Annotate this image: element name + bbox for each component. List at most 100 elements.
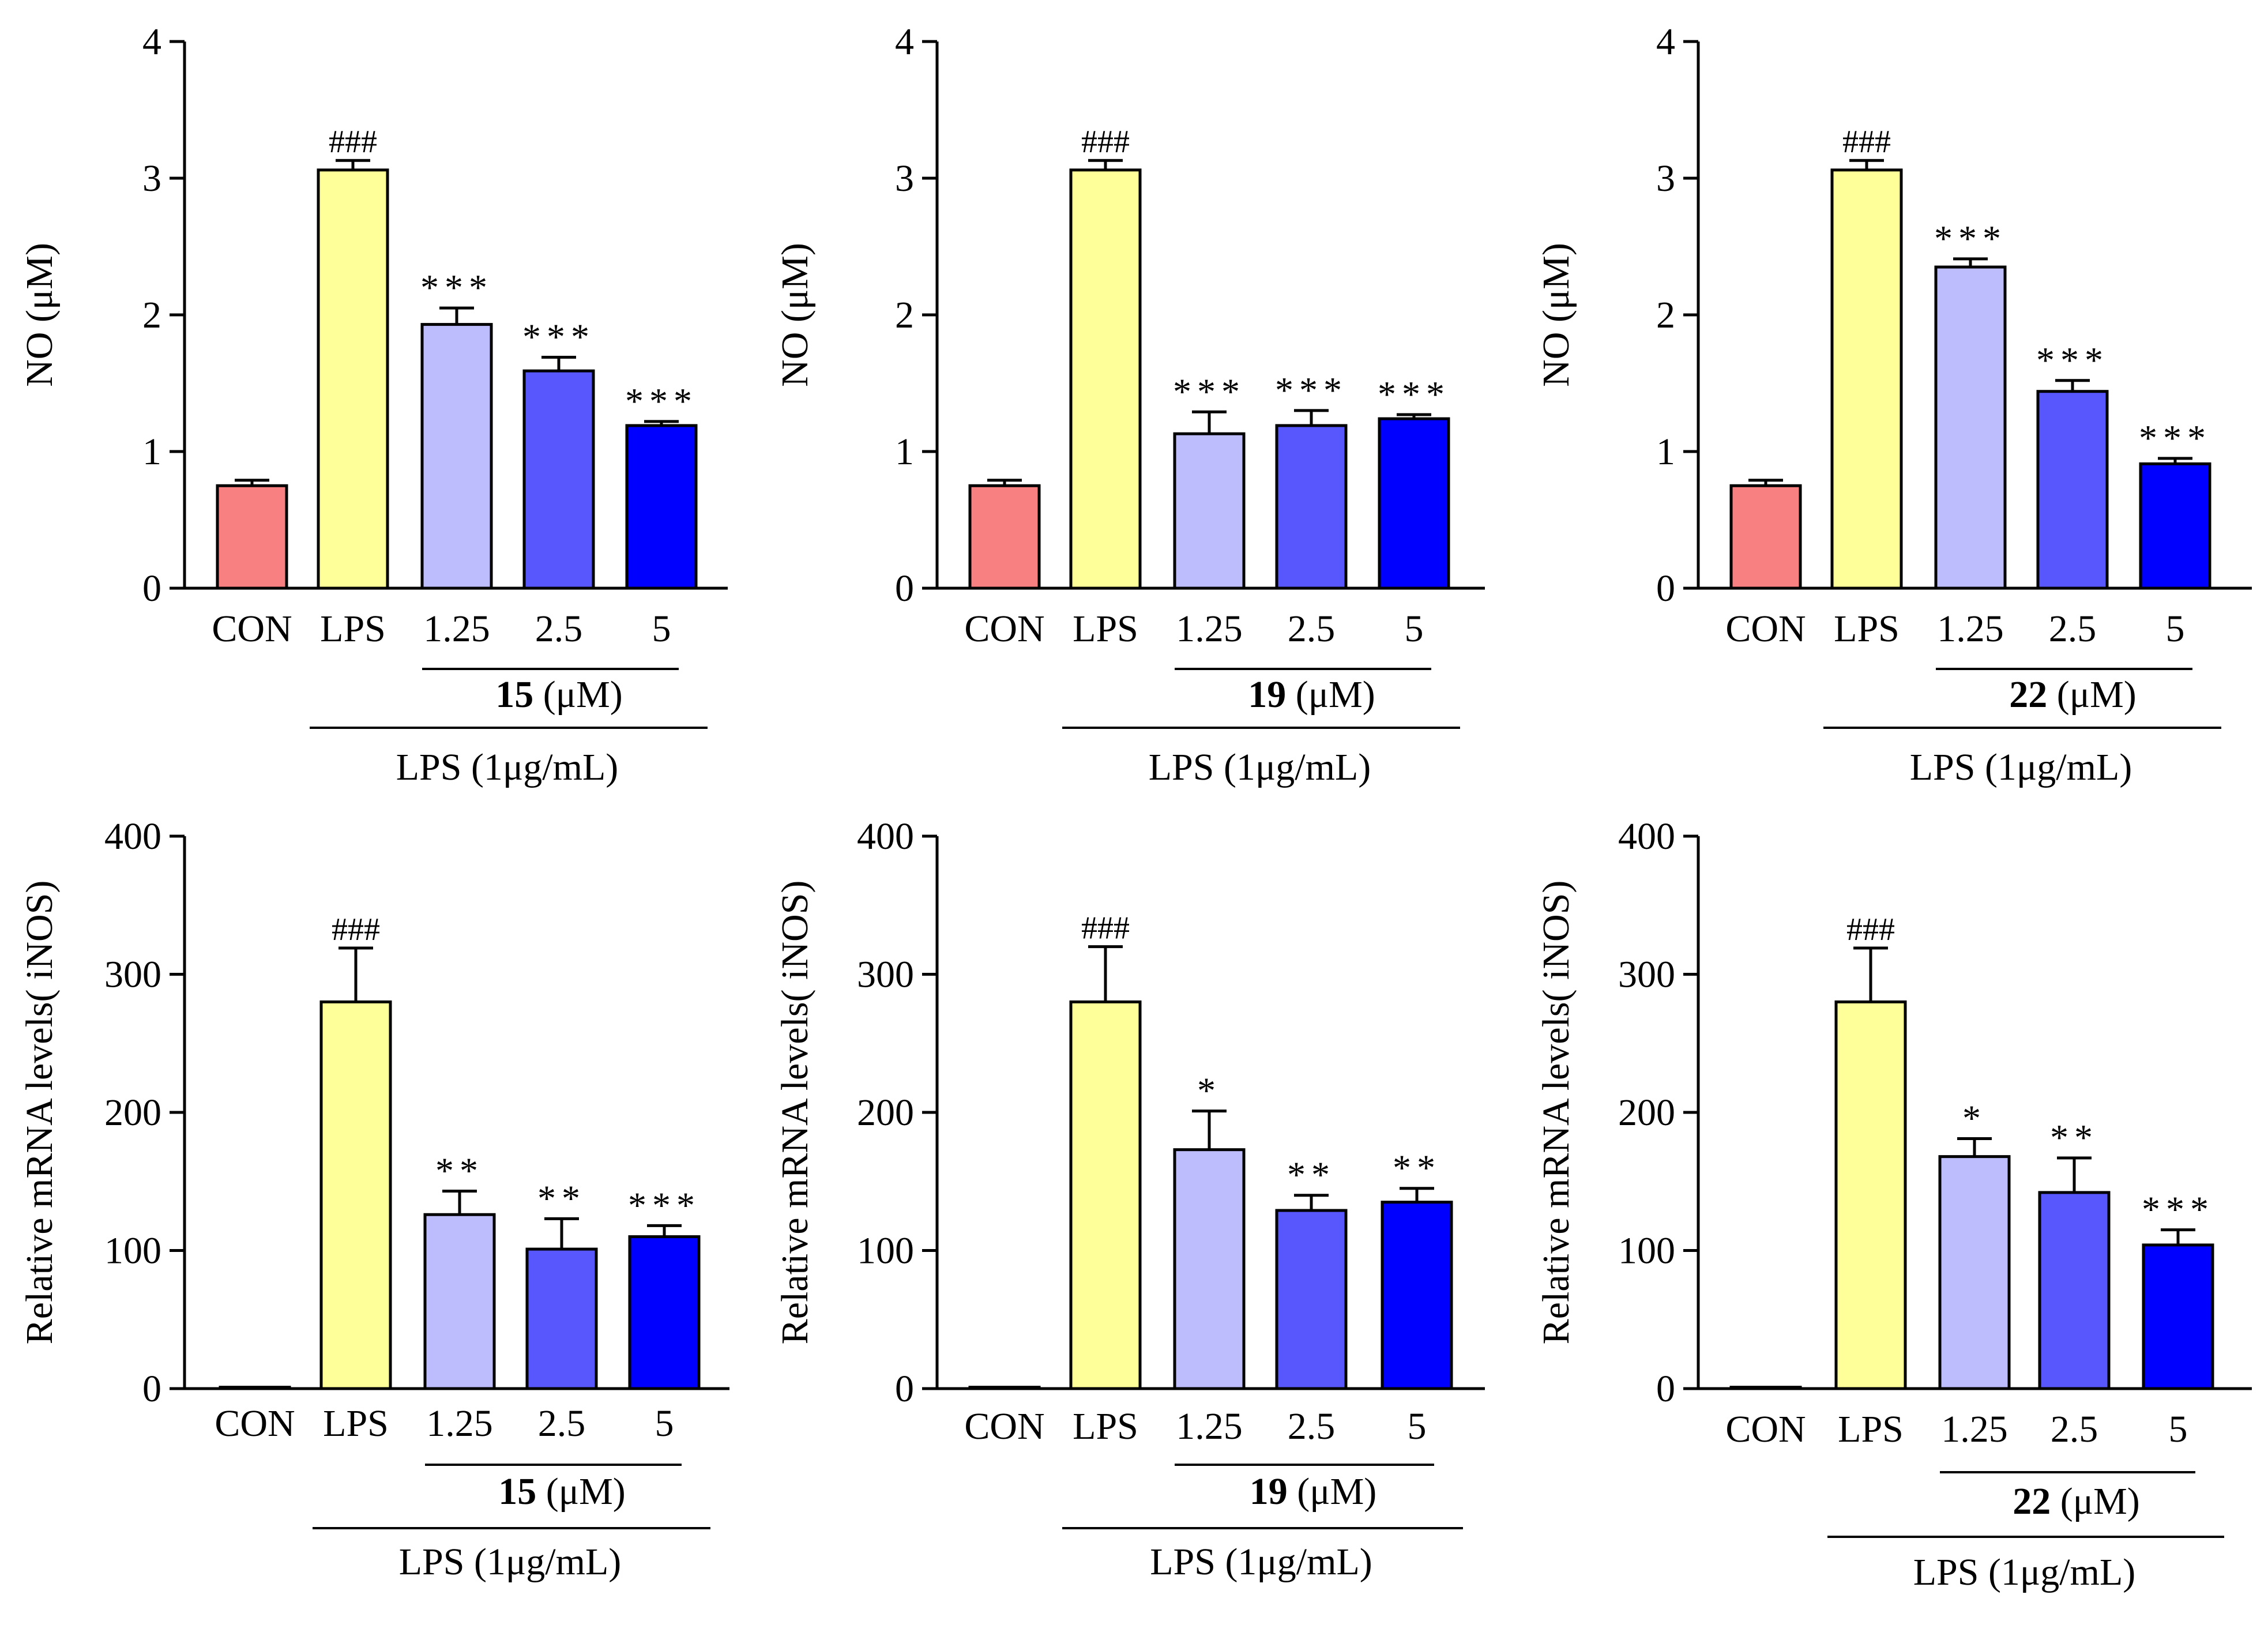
compound-number: 19 xyxy=(1250,1470,1288,1513)
y-axis-label: Relative mRNA levels( iNOS) xyxy=(18,881,61,1345)
y-tick-label: 1 xyxy=(1656,431,1675,473)
treatment-label: LPS (1μg/mL) xyxy=(1913,1551,2136,1593)
y-axis-label: NO (μM) xyxy=(774,243,816,387)
compound-label: 15 (μM) xyxy=(495,674,623,716)
x-tick-label: 1.25 xyxy=(1941,1408,2008,1450)
significance-label: ** xyxy=(435,1150,484,1191)
y-axis-label: NO (μM) xyxy=(1535,243,1577,387)
bar-CON xyxy=(216,484,288,590)
bar-LPS xyxy=(1834,1000,1907,1390)
significance-label: *** xyxy=(522,316,595,357)
significance-label: ** xyxy=(537,1178,586,1218)
x-tick-label: 1.25 xyxy=(1176,1405,1243,1447)
y-axis-label: Relative mRNA levels( iNOS) xyxy=(1535,881,1577,1345)
bar-1.25 xyxy=(1934,265,2007,590)
compound-label: 19 (μM) xyxy=(1248,674,1375,716)
compound-label: 22 (μM) xyxy=(2009,674,2137,716)
bar-LPS xyxy=(1069,1000,1142,1390)
compound-number: 15 xyxy=(495,674,533,716)
significance-label: ### xyxy=(1081,124,1130,160)
bar-CON xyxy=(1729,484,1802,590)
bar-LPS xyxy=(319,1000,392,1390)
compound-label: 19 (μM) xyxy=(1250,1470,1377,1513)
bar-2.5 xyxy=(2036,390,2109,590)
y-tick-label: 1 xyxy=(142,431,161,473)
x-tick-label: LPS xyxy=(1073,608,1138,650)
y-tick-label: 0 xyxy=(1656,1368,1675,1410)
x-tick-label: 1.25 xyxy=(1937,608,2004,650)
significance-label: *** xyxy=(1378,374,1450,415)
x-tick-label: CON xyxy=(964,1405,1044,1447)
x-tick-label: 1.25 xyxy=(1176,608,1243,650)
x-tick-label: 2.5 xyxy=(2051,1408,2098,1450)
y-tick-label: 200 xyxy=(104,1092,161,1134)
y-tick-label: 0 xyxy=(895,1368,914,1410)
treatment-label: LPS (1μg/mL) xyxy=(399,1541,622,1583)
bar-2.5 xyxy=(1275,424,1348,590)
significance-label: *** xyxy=(2139,418,2211,458)
compound-number: 15 xyxy=(498,1470,536,1513)
significance-label: ### xyxy=(1846,912,1895,947)
bar-5 xyxy=(1381,1201,1453,1390)
x-tick-label: 5 xyxy=(2166,608,2185,650)
significance-label: *** xyxy=(1275,370,1348,411)
treatment-label: LPS (1μg/mL) xyxy=(396,746,619,788)
bar-LPS xyxy=(317,168,389,590)
x-tick-label: 5 xyxy=(655,1402,674,1445)
y-tick-label: 4 xyxy=(895,21,914,63)
bar-2.5 xyxy=(522,369,595,590)
significance-label: * xyxy=(1197,1070,1221,1111)
x-tick-label: 2.5 xyxy=(2049,608,2097,650)
bar-2.5 xyxy=(1275,1209,1348,1390)
y-tick-label: 3 xyxy=(1656,157,1675,200)
bar-2.5 xyxy=(525,1247,598,1390)
x-tick-label: LPS xyxy=(323,1402,389,1445)
chart-panel-top-middle: ### *** *** *** 0 1 2 3 4 NO (μM) CON LPS 1.25 2.5 5 19… xyxy=(774,21,1485,788)
bar-1.25 xyxy=(423,1213,496,1390)
y-tick-label: 400 xyxy=(104,815,161,858)
significance-label: *** xyxy=(628,1184,701,1225)
bar-1.25 xyxy=(1173,1148,1246,1390)
y-tick-label: 4 xyxy=(1656,21,1675,63)
y-tick-label: 100 xyxy=(857,1230,914,1272)
significance-label: *** xyxy=(420,267,493,308)
bar-LPS xyxy=(1830,168,1903,590)
y-tick-label: 400 xyxy=(1618,815,1675,858)
significance-label: ### xyxy=(332,912,380,947)
bar-1.25 xyxy=(1938,1155,2011,1390)
compound-number: 19 xyxy=(1248,674,1286,716)
x-tick-label: 2.5 xyxy=(1288,608,1336,650)
x-tick-label: LPS xyxy=(1838,1408,1904,1450)
y-tick-label: 0 xyxy=(895,567,914,610)
y-tick-label: 4 xyxy=(142,21,161,63)
y-tick-label: 2 xyxy=(142,294,161,336)
bar-5 xyxy=(628,1235,701,1390)
y-tick-label: 1 xyxy=(895,431,914,473)
compound-unit: (μM) xyxy=(1288,1470,1377,1513)
significance-label: ### xyxy=(1842,124,1891,160)
x-tick-label: 1.25 xyxy=(423,608,490,650)
x-tick-label: 5 xyxy=(2169,1408,2188,1450)
y-tick-label: 300 xyxy=(104,954,161,996)
x-tick-label: 5 xyxy=(652,608,671,650)
x-tick-label: 1.25 xyxy=(426,1402,493,1445)
y-tick-label: 300 xyxy=(1618,954,1675,996)
y-tick-label: 300 xyxy=(857,954,914,996)
y-tick-label: 2 xyxy=(1656,294,1675,336)
x-tick-label: CON xyxy=(212,608,292,650)
significance-label: ** xyxy=(1393,1148,1441,1189)
y-tick-label: 400 xyxy=(857,815,914,858)
x-tick-label: 2.5 xyxy=(1288,1405,1336,1447)
y-tick-label: 0 xyxy=(1656,567,1675,610)
treatment-label: LPS (1μg/mL) xyxy=(1910,746,2132,788)
significance-label: ** xyxy=(2050,1117,2098,1158)
x-tick-label: 5 xyxy=(1408,1405,1427,1447)
x-tick-label: 2.5 xyxy=(538,1402,586,1445)
compound-unit: (μM) xyxy=(533,674,623,716)
bar-5 xyxy=(625,424,698,590)
significance-label: * xyxy=(1962,1098,1987,1139)
bar-5 xyxy=(2139,462,2211,590)
bar-CON xyxy=(968,484,1041,590)
